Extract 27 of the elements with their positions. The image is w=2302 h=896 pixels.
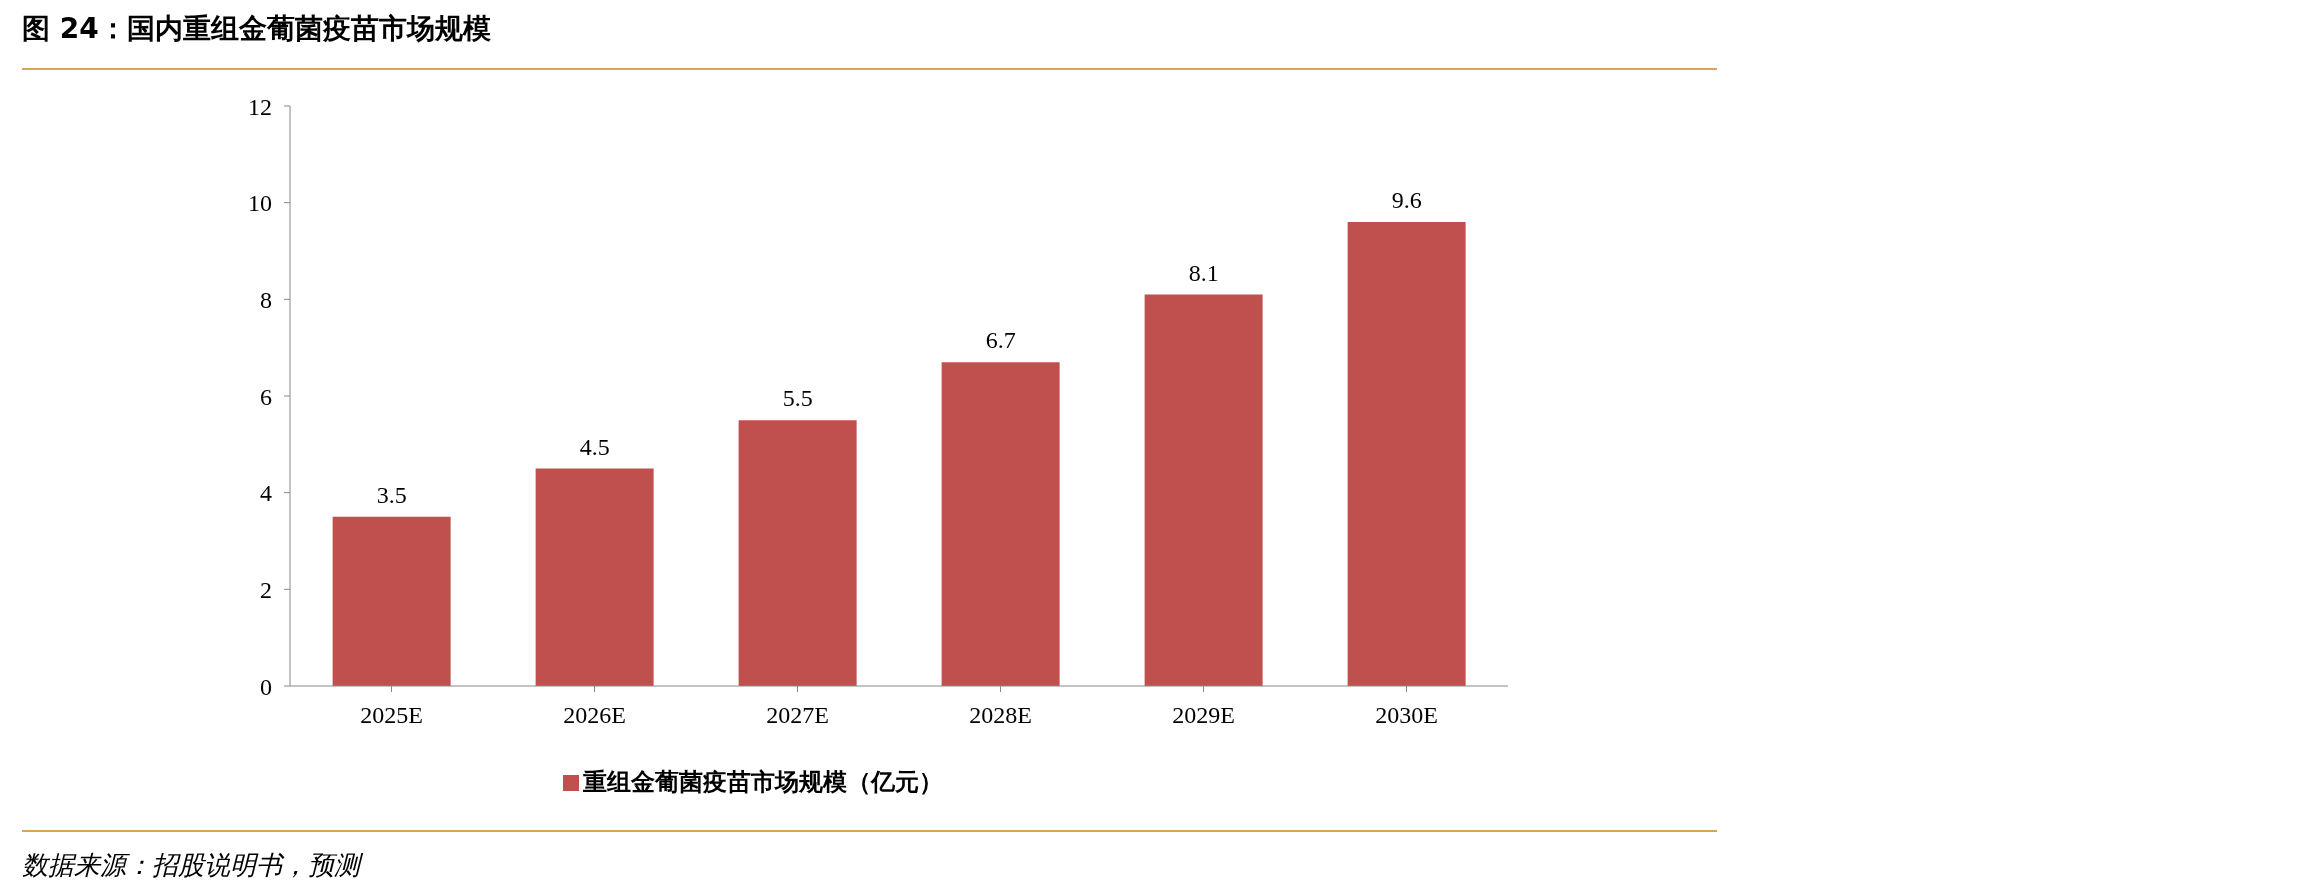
x-tick-label: 2029E xyxy=(1172,702,1235,729)
x-tick-label: 2030E xyxy=(1375,702,1438,729)
bar xyxy=(535,468,654,686)
data-label: 3.5 xyxy=(376,481,407,508)
data-label: 9.6 xyxy=(1391,187,1422,213)
data-label: 8.1 xyxy=(1188,259,1219,286)
data-label: 5.5 xyxy=(782,385,813,412)
x-tick-label: 2028E xyxy=(969,702,1032,729)
x-tick-label: 2026E xyxy=(563,702,626,729)
chart-title: 图 24：国内重组金葡菌疫苗市场规模 xyxy=(22,11,491,47)
bar xyxy=(1347,222,1466,686)
bar xyxy=(738,420,857,686)
bar xyxy=(941,362,1060,686)
x-tick-label: 2027E xyxy=(766,702,829,729)
x-tick-label: 2025E xyxy=(360,702,423,729)
y-tick-label: 6 xyxy=(260,383,272,410)
legend-label: 重组金葡菌疫苗市场规模（亿元） xyxy=(583,768,943,796)
y-tick-label: 12 xyxy=(248,93,272,120)
bar xyxy=(1144,294,1263,686)
data-label: 4.5 xyxy=(579,433,610,460)
y-tick-label: 8 xyxy=(260,286,272,313)
y-tick-label: 2 xyxy=(260,576,272,603)
data-label: 6.7 xyxy=(985,327,1016,354)
bar xyxy=(332,516,451,686)
y-tick-label: 4 xyxy=(260,480,272,507)
y-tick-label: 0 xyxy=(260,673,272,700)
y-tick-label: 10 xyxy=(248,190,272,217)
